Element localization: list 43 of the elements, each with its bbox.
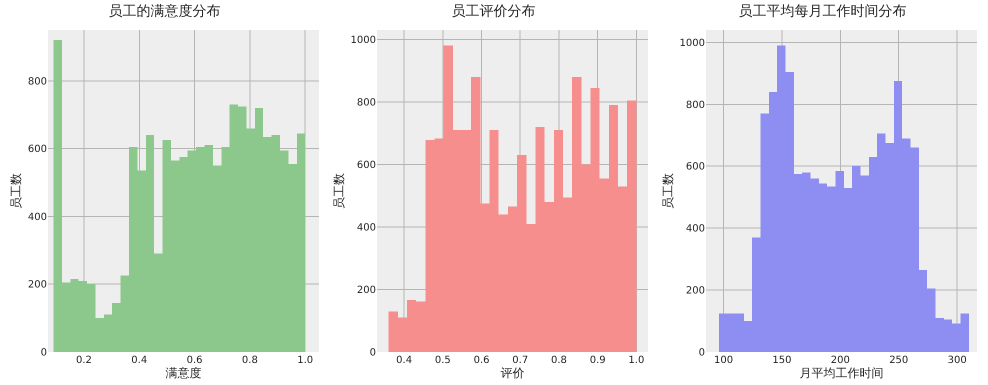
x-tick-label: 150 [772,355,792,366]
y-tick-label: 0 [698,348,705,358]
y-tick-label: 400 [686,224,705,235]
y-tick-label: 0 [40,348,47,358]
y-tick-label: 800 [686,100,705,111]
y-axis-title: 员工数 [332,173,346,209]
chart-title: 员工评价分布 [452,4,536,20]
x-tick-label: 0.2 [76,355,92,366]
x-tick-label: 0.8 [242,355,258,366]
y-axis-title: 员工数 [660,173,675,209]
x-axis-title: 月平均工作时间 [800,366,884,380]
x-tick-label: 200 [830,355,850,366]
y-tick-label: 200 [28,280,47,291]
x-tick-label: 0.5 [434,355,451,366]
chart-title: 员工的满意度分布 [108,4,220,20]
y-tick-label: 200 [686,286,705,297]
x-tick-label: 1.0 [628,355,644,366]
x-tick-label: 0.8 [551,355,567,366]
y-tick-label: 800 [356,97,376,108]
y-tick-label: 600 [686,162,705,173]
x-axis-title: 评价 [500,366,524,380]
y-tick-label: 600 [28,144,47,156]
y-axis-title: 员工数 [9,173,24,209]
x-tick-label: 0.6 [474,355,490,366]
x-tick-label: 100 [714,355,734,366]
x-tick-label: 0.9 [590,355,606,366]
x-tick-label: 0.4 [396,355,412,366]
y-tick-label: 200 [356,284,376,296]
x-tick-label: 0.7 [512,355,528,366]
x-tick-label: 250 [889,355,908,366]
y-tick-label: 600 [356,160,376,171]
y-tick-label: 400 [356,222,376,234]
y-tick-label: 0 [370,348,376,358]
x-tick-label: 0.6 [186,355,203,366]
x-tick-label: 0.4 [131,355,148,366]
x-tick-label: 1.0 [297,355,314,366]
x-tick-label: 300 [948,355,967,366]
x-axis-title: 满意度 [166,366,202,380]
y-tick-label: 1000 [350,34,376,46]
y-tick-label: 400 [28,212,47,223]
chart-title: 员工平均每月工作时间分布 [738,4,906,20]
y-tick-label: 1000 [680,38,705,49]
y-tick-label: 800 [28,76,47,88]
